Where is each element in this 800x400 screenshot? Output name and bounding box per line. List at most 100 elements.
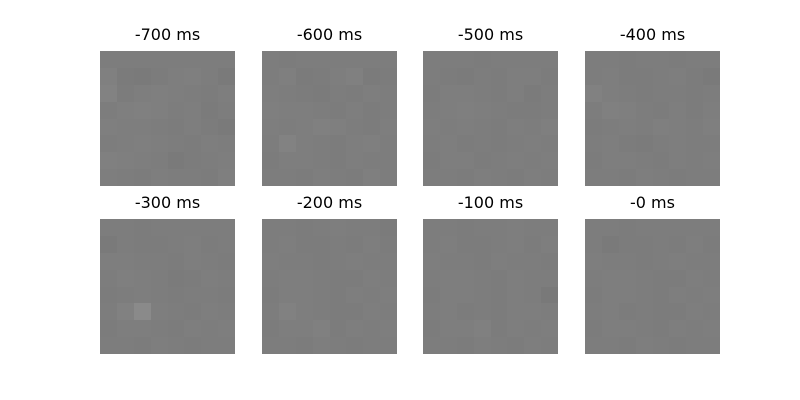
heatmap-cell bbox=[601, 252, 619, 270]
heatmap-cell bbox=[507, 152, 525, 170]
heatmap-cell bbox=[686, 320, 704, 338]
heatmap-cell bbox=[439, 235, 457, 253]
heatmap-cell bbox=[312, 219, 330, 236]
panel-title: -100 ms bbox=[457, 193, 524, 212]
heatmap-cell bbox=[167, 235, 185, 253]
heatmap-cell bbox=[363, 67, 381, 85]
heatmap-cell bbox=[150, 169, 168, 186]
heatmap-cell bbox=[262, 252, 279, 270]
heatmap-cell bbox=[524, 219, 542, 236]
heatmap-cell bbox=[100, 320, 117, 338]
heatmap-cell bbox=[490, 51, 508, 68]
heatmap-cell bbox=[439, 286, 457, 304]
heatmap-cell bbox=[635, 235, 653, 253]
heatmap-cell bbox=[585, 118, 602, 136]
heatmap-cell bbox=[524, 337, 542, 354]
heatmap-cell bbox=[100, 51, 117, 68]
heatmap-cell bbox=[100, 303, 117, 321]
heatmap-cell bbox=[346, 118, 364, 136]
heatmap-cell bbox=[201, 320, 219, 338]
heatmap-cell bbox=[167, 152, 185, 170]
heatmap-cell bbox=[652, 269, 670, 287]
heatmap-cell bbox=[423, 84, 440, 102]
heatmap-cell bbox=[507, 101, 525, 119]
heatmap-cell bbox=[585, 303, 602, 321]
heatmap-cell bbox=[150, 320, 168, 338]
heatmap-cell bbox=[346, 269, 364, 287]
heatmap-cell bbox=[218, 286, 235, 304]
heatmap-cell bbox=[262, 269, 279, 287]
heatmap-cell bbox=[456, 51, 474, 68]
heatmap-cell bbox=[669, 286, 687, 304]
heatmap-cell bbox=[618, 303, 636, 321]
heatmap-cell bbox=[167, 84, 185, 102]
heatmap-cell bbox=[346, 152, 364, 170]
heatmap-cell bbox=[635, 101, 653, 119]
heatmap-cell bbox=[346, 51, 364, 68]
heatmap-cell bbox=[363, 252, 381, 270]
heatmap-cell bbox=[133, 337, 151, 354]
heatmap-cell bbox=[133, 135, 151, 153]
heatmap-cell bbox=[116, 84, 134, 102]
heatmap-cell bbox=[184, 303, 202, 321]
heatmap-cell bbox=[635, 67, 653, 85]
heatmap-cell bbox=[380, 84, 397, 102]
heatmap-cell bbox=[329, 118, 347, 136]
heatmap-cell bbox=[524, 252, 542, 270]
heatmap-cell bbox=[635, 337, 653, 354]
heatmap-cell bbox=[133, 286, 151, 304]
heatmap-cell bbox=[585, 252, 602, 270]
heatmap-cell bbox=[585, 152, 602, 170]
heatmap-cell bbox=[652, 135, 670, 153]
heatmap-cell bbox=[456, 269, 474, 287]
heatmap-cell bbox=[601, 67, 619, 85]
heatmap-cell bbox=[380, 169, 397, 186]
heatmap-cell bbox=[100, 135, 117, 153]
heatmap-cell bbox=[295, 84, 313, 102]
heatmap-cell bbox=[423, 135, 440, 153]
heatmap-cell bbox=[456, 219, 474, 236]
heatmap-cell bbox=[201, 235, 219, 253]
heatmap-cell bbox=[278, 337, 296, 354]
heatmap-cell bbox=[312, 169, 330, 186]
heatmap-cell bbox=[201, 337, 219, 354]
heatmap-cell bbox=[507, 219, 525, 236]
heatmap-cell bbox=[490, 252, 508, 270]
heatmap-cell bbox=[312, 51, 330, 68]
heatmap-cell bbox=[116, 101, 134, 119]
heatmap-grid bbox=[585, 51, 720, 186]
heatmap-cell bbox=[423, 252, 440, 270]
heatmap-cell bbox=[601, 84, 619, 102]
heatmap-cell bbox=[329, 235, 347, 253]
heatmap-cell bbox=[703, 219, 720, 236]
heatmap-cell bbox=[116, 252, 134, 270]
heatmap-cell bbox=[703, 320, 720, 338]
heatmap-cell bbox=[184, 286, 202, 304]
heatmap-cell bbox=[184, 84, 202, 102]
heatmap-cell bbox=[541, 320, 558, 338]
heatmap-cell bbox=[133, 219, 151, 236]
panel-title: -300 ms bbox=[134, 193, 201, 212]
heatmap-cell bbox=[507, 169, 525, 186]
heatmap-cell bbox=[686, 219, 704, 236]
heatmap-cell bbox=[439, 269, 457, 287]
heatmap-cell bbox=[585, 169, 602, 186]
heatmap-cell bbox=[346, 169, 364, 186]
heatmap-cell bbox=[686, 101, 704, 119]
panel-1: -700 ms bbox=[100, 25, 235, 186]
heatmap-cell bbox=[116, 219, 134, 236]
heatmap-cell bbox=[601, 269, 619, 287]
heatmap-cell bbox=[524, 101, 542, 119]
heatmap-cell bbox=[635, 84, 653, 102]
heatmap-cell bbox=[635, 118, 653, 136]
heatmap-cell bbox=[524, 320, 542, 338]
heatmap-cell bbox=[618, 135, 636, 153]
heatmap-cell bbox=[439, 51, 457, 68]
heatmap-cell bbox=[329, 337, 347, 354]
heatmap-cell bbox=[218, 152, 235, 170]
heatmap-grid bbox=[100, 51, 235, 186]
heatmap-cell bbox=[618, 337, 636, 354]
heatmap-cell bbox=[100, 286, 117, 304]
heatmap-cell bbox=[167, 286, 185, 304]
heatmap-cell bbox=[669, 51, 687, 68]
